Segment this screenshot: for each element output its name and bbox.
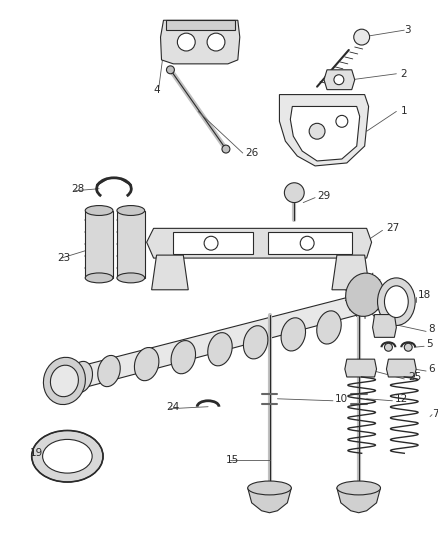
Ellipse shape (317, 311, 341, 344)
Text: 19: 19 (30, 448, 43, 458)
Text: 15: 15 (226, 455, 239, 465)
Polygon shape (337, 488, 381, 513)
Ellipse shape (32, 431, 103, 482)
Ellipse shape (248, 481, 291, 495)
Ellipse shape (117, 206, 145, 215)
Polygon shape (160, 20, 240, 64)
Circle shape (166, 66, 174, 74)
Circle shape (222, 145, 230, 153)
Polygon shape (49, 285, 396, 397)
Polygon shape (373, 314, 396, 337)
Ellipse shape (70, 361, 92, 393)
Text: 6: 6 (428, 364, 434, 374)
Ellipse shape (281, 318, 306, 351)
Polygon shape (290, 107, 360, 161)
Text: 18: 18 (418, 290, 431, 300)
Polygon shape (166, 20, 235, 30)
Ellipse shape (42, 439, 92, 473)
Ellipse shape (85, 273, 113, 283)
Text: 29: 29 (317, 191, 330, 200)
Text: 23: 23 (57, 253, 71, 263)
Polygon shape (85, 211, 113, 278)
Ellipse shape (385, 286, 408, 318)
Polygon shape (279, 94, 369, 166)
Ellipse shape (208, 333, 232, 366)
Circle shape (334, 75, 344, 85)
Circle shape (309, 123, 325, 139)
Circle shape (207, 33, 225, 51)
Ellipse shape (337, 481, 381, 495)
Ellipse shape (244, 326, 268, 359)
Ellipse shape (134, 348, 159, 381)
Text: 5: 5 (426, 340, 433, 349)
Circle shape (336, 115, 348, 127)
Text: 1: 1 (400, 107, 407, 116)
Ellipse shape (346, 273, 384, 317)
Polygon shape (332, 255, 370, 290)
Ellipse shape (117, 273, 145, 283)
Circle shape (177, 33, 195, 51)
Text: 12: 12 (394, 394, 408, 404)
Text: 28: 28 (71, 184, 85, 193)
Ellipse shape (85, 206, 113, 215)
Polygon shape (345, 359, 377, 377)
Polygon shape (248, 488, 291, 513)
Text: 4: 4 (154, 85, 160, 95)
Circle shape (204, 236, 218, 250)
Polygon shape (386, 359, 416, 377)
Polygon shape (173, 232, 253, 254)
Polygon shape (117, 211, 145, 278)
Ellipse shape (50, 365, 78, 397)
Ellipse shape (43, 357, 85, 405)
Polygon shape (268, 232, 352, 254)
Text: 3: 3 (404, 25, 411, 35)
Circle shape (385, 343, 392, 351)
Polygon shape (152, 255, 188, 290)
Text: 24: 24 (166, 402, 180, 411)
Ellipse shape (378, 278, 415, 326)
Ellipse shape (171, 341, 195, 374)
Text: 26: 26 (246, 148, 259, 158)
Text: 2: 2 (400, 69, 407, 79)
Polygon shape (324, 70, 355, 90)
Polygon shape (147, 228, 371, 258)
Circle shape (300, 236, 314, 250)
Text: 25: 25 (408, 372, 421, 382)
Ellipse shape (98, 356, 120, 386)
Circle shape (284, 183, 304, 203)
Text: 27: 27 (386, 223, 400, 233)
Text: 8: 8 (428, 325, 434, 334)
Text: 7: 7 (432, 409, 438, 418)
Text: 10: 10 (335, 394, 348, 404)
Circle shape (354, 29, 370, 45)
Circle shape (404, 343, 412, 351)
